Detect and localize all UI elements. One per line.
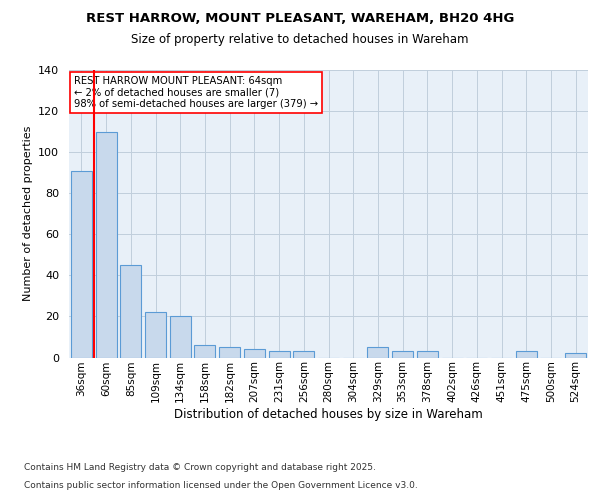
Bar [392, 352, 413, 358]
Bar [417, 352, 438, 358]
Text: Size of property relative to detached houses in Wareham: Size of property relative to detached ho… [131, 32, 469, 46]
Bar [269, 352, 290, 358]
Bar [367, 347, 388, 358]
Text: REST HARROW, MOUNT PLEASANT, WAREHAM, BH20 4HG: REST HARROW, MOUNT PLEASANT, WAREHAM, BH… [86, 12, 514, 26]
Bar [95, 132, 116, 358]
Bar [145, 312, 166, 358]
X-axis label: Distribution of detached houses by size in Wareham: Distribution of detached houses by size … [174, 408, 483, 421]
Bar [565, 354, 586, 358]
Text: REST HARROW MOUNT PLEASANT: 64sqm
← 2% of detached houses are smaller (7)
98% of: REST HARROW MOUNT PLEASANT: 64sqm ← 2% o… [74, 76, 319, 109]
Bar [219, 347, 240, 358]
Bar [71, 170, 92, 358]
Bar [170, 316, 191, 358]
Bar [293, 352, 314, 358]
Text: Contains public sector information licensed under the Open Government Licence v3: Contains public sector information licen… [24, 481, 418, 490]
Y-axis label: Number of detached properties: Number of detached properties [23, 126, 32, 302]
Bar [244, 350, 265, 358]
Text: Contains HM Land Registry data © Crown copyright and database right 2025.: Contains HM Land Registry data © Crown c… [24, 464, 376, 472]
Bar [516, 352, 537, 358]
Bar [120, 265, 141, 358]
Bar [194, 345, 215, 358]
